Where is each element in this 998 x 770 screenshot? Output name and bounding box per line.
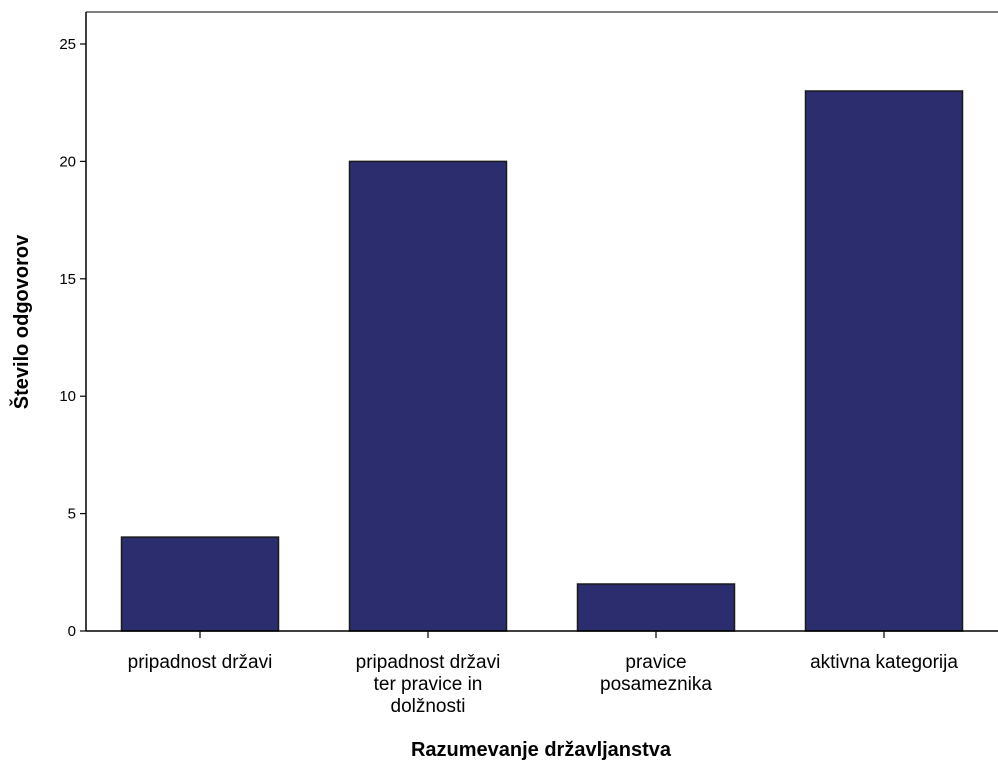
bar-2 xyxy=(576,583,736,632)
y-axis-label: Število odgovorov xyxy=(9,234,33,409)
bar-3 xyxy=(804,90,964,632)
x-tick-label-line: pravice xyxy=(625,652,686,673)
y-ticks: 0 5 10 15 20 25 xyxy=(59,36,86,640)
x-axis-label: Razumevanje državljanstva xyxy=(411,739,672,761)
bars xyxy=(120,90,964,632)
y-tick-label: 15 xyxy=(59,271,76,288)
x-ticks: pripadnost državi pripadnost državi ter pr… xyxy=(128,631,958,717)
x-tick-label-line: pripadnost državi xyxy=(128,652,273,673)
x-tick-label-line: ter pravice in xyxy=(374,674,483,695)
y-tick-label: 20 xyxy=(59,153,76,170)
x-tick-label-line: aktivna kategorija xyxy=(810,652,958,673)
x-tick-label: pripadnost državi xyxy=(128,652,273,673)
y-tick-label: 5 xyxy=(68,506,76,523)
bar-0 xyxy=(120,536,280,632)
y-tick-label: 0 xyxy=(68,623,76,640)
x-tick-label: aktivna kategorija xyxy=(810,652,958,673)
x-tick-label-line: dolžnosti xyxy=(391,696,466,717)
bar-1 xyxy=(348,160,508,632)
axes xyxy=(85,12,998,632)
x-tick-label: pravice posameznika xyxy=(600,652,712,695)
x-tick-label-line: pripadnost državi xyxy=(356,652,501,673)
y-tick-label: 25 xyxy=(59,36,76,53)
x-tick-label: pripadnost državi ter pravice in dolžnosti xyxy=(356,652,501,717)
y-tick-label: 10 xyxy=(59,388,76,405)
x-tick-label-line: posameznika xyxy=(600,674,712,695)
